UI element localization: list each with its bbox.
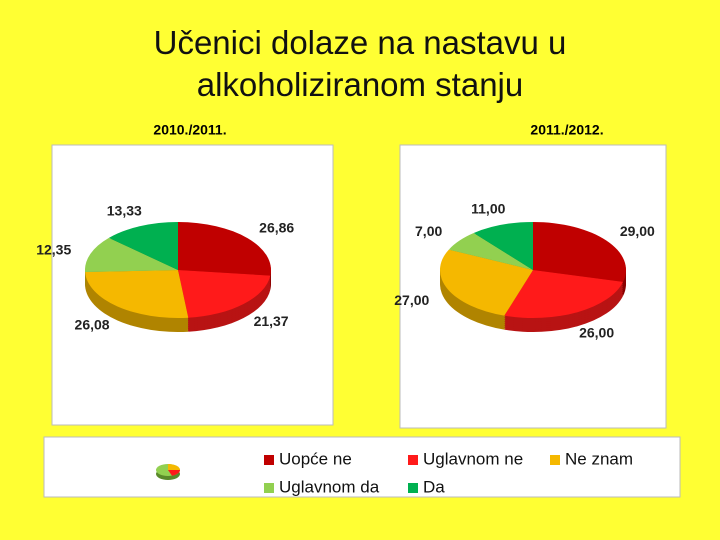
- legend-label: Uglavnom da: [279, 477, 380, 496]
- chart-title: 2011./2012.: [530, 122, 603, 138]
- chart-title: 2010./2011.: [153, 122, 226, 138]
- legend-icon: [156, 464, 181, 480]
- slice: [533, 222, 626, 282]
- legend-swatch: [408, 455, 418, 465]
- legend-box: [43, 436, 681, 498]
- data-label: 12,35: [36, 242, 71, 258]
- data-label: 26,86: [259, 219, 294, 235]
- legend-swatch: [264, 455, 274, 465]
- data-label: 21,37: [254, 313, 289, 329]
- slice: [473, 222, 533, 270]
- data-label: 26,00: [579, 324, 614, 340]
- slice: [85, 270, 189, 318]
- data-label: 11,00: [471, 201, 505, 217]
- slice: [178, 222, 272, 276]
- legend-swatch: [550, 455, 560, 465]
- slice: [178, 270, 271, 318]
- slice: [504, 270, 624, 318]
- legend-label: Da: [423, 477, 445, 496]
- legend-swatch: [408, 483, 418, 493]
- slice: [448, 233, 533, 270]
- legend-swatch: [264, 483, 274, 493]
- data-label: 7,00: [415, 223, 442, 239]
- legend-label: Ne znam: [565, 449, 633, 468]
- slide-title: Učenici dolaze na nastavu u alkoholizira…: [153, 24, 567, 103]
- data-label: 13,33: [107, 202, 142, 218]
- data-label: 27,00: [394, 292, 429, 308]
- legend-label: Uglavnom ne: [423, 449, 523, 468]
- data-label: 29,00: [620, 223, 655, 239]
- slice: [108, 222, 178, 270]
- slice: [440, 249, 533, 316]
- data-label: 26,08: [75, 316, 110, 332]
- slice: [85, 237, 178, 273]
- legend-label: Uopće ne: [279, 449, 352, 468]
